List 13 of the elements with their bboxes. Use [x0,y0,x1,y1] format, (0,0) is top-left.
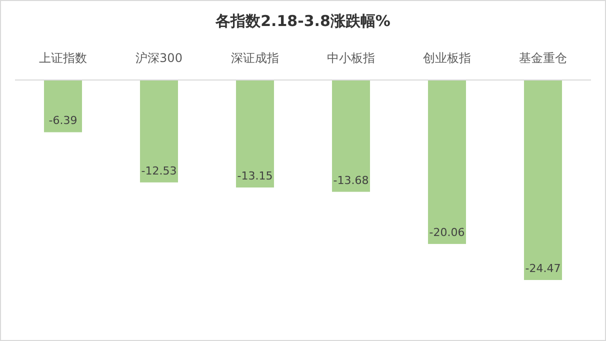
x-tick-label: 沪深300 [136,51,182,65]
x-tick-label: 中小板指 [327,51,375,65]
data-label: -24.47 [525,262,561,275]
x-tick-label: 基金重仓 [519,51,567,65]
x-tick-label: 上证指数 [39,51,87,65]
data-label: -20.06 [429,226,465,239]
chart-title: 各指数2.18-3.8涨跌幅% [214,12,390,30]
x-tick-label: 创业板指 [423,51,471,65]
data-label: -13.15 [237,169,273,182]
data-label: -6.39 [48,114,78,128]
data-label: -12.53 [141,164,177,178]
x-tick-label: 深证成指 [231,51,279,65]
data-label: -13.68 [333,174,369,187]
